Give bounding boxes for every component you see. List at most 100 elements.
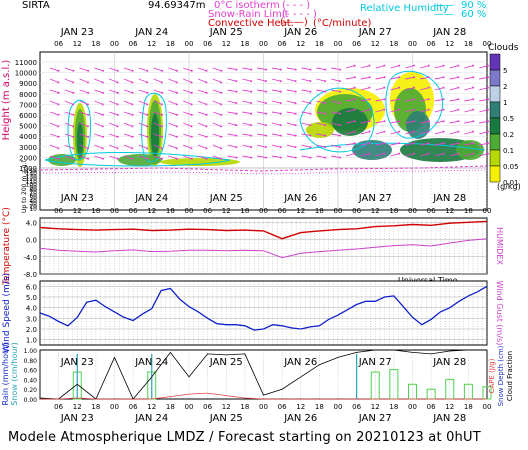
wind-arrow xyxy=(212,89,222,94)
wind-arrow-head xyxy=(264,146,267,149)
wind-arrow-head xyxy=(427,130,430,133)
wind-arrow xyxy=(109,67,118,72)
wind-speed-line xyxy=(39,285,488,331)
wind-arrow xyxy=(79,111,89,116)
colorbar-level: 0.1 xyxy=(503,147,514,155)
wind-arrow xyxy=(360,153,370,157)
hour-tick-label: 18 xyxy=(240,403,249,411)
wind-arrow xyxy=(94,67,104,72)
wind-panel-frame xyxy=(39,280,488,346)
wind-arrow xyxy=(316,111,326,115)
humidex-ylabel: HUMIDEX xyxy=(495,227,504,265)
wind-arrow xyxy=(479,109,489,113)
wind-arrow xyxy=(464,109,474,113)
wind-arrow-head xyxy=(220,81,223,84)
wind-arrow-head xyxy=(486,152,489,155)
wind-arrow-head xyxy=(279,80,282,83)
wind-arrow-head xyxy=(161,113,164,116)
legend-rh: Relative Humidity xyxy=(360,3,449,14)
wind-arrow xyxy=(242,155,252,159)
hour-tick-label: 06 xyxy=(427,403,436,411)
wind-arrow xyxy=(197,100,207,105)
wind-arrow xyxy=(286,78,296,82)
wind-arrow-head xyxy=(87,113,90,116)
wind-arrow-head xyxy=(472,142,475,145)
wind-arrow xyxy=(360,120,370,124)
wind-arrow-head xyxy=(72,157,75,160)
hour-tick-label: 06 xyxy=(129,403,138,411)
day-label: JAN 28 xyxy=(432,193,466,204)
wind-arrow-head xyxy=(72,135,75,138)
wind-arrow xyxy=(286,144,296,148)
day-label: JAN 24 xyxy=(134,357,168,368)
wind-arrow xyxy=(345,131,355,135)
low-height-tick-label: 50 xyxy=(29,195,37,202)
colorbar-cell xyxy=(489,117,501,135)
wind-arrow xyxy=(183,122,192,127)
wind-arrow-head xyxy=(101,125,104,128)
wind-arrow-head xyxy=(457,108,460,111)
wind-arrow xyxy=(271,122,281,126)
wind-arrow xyxy=(331,100,341,104)
wind-arrow-head xyxy=(131,135,134,138)
wind-arrow xyxy=(109,122,118,127)
hour-tick-label: 00 xyxy=(334,40,343,48)
day-label: JAN 23 xyxy=(60,193,94,204)
hour-tick-label: 00 xyxy=(185,40,194,48)
wind-arrow xyxy=(183,67,192,72)
wind-arrow-head xyxy=(309,68,312,71)
wind-arrow xyxy=(345,109,355,113)
wind-arrow-head xyxy=(309,156,312,159)
wind-arrow-head xyxy=(368,130,371,133)
wind-arrow xyxy=(405,153,415,157)
wind-arrow xyxy=(242,78,252,82)
wind-arrow xyxy=(153,133,163,138)
precip-panel: 0.000.200.400.600.801.00 Rain (mm/hour) … xyxy=(1,342,514,406)
wind-arrow xyxy=(123,133,133,138)
hour-tick-label: 00 xyxy=(408,403,417,411)
hour-tick-label: 06 xyxy=(129,207,138,215)
wind-arrow xyxy=(286,133,296,137)
colorbar-cell xyxy=(489,133,501,151)
wind-arrow xyxy=(153,122,163,127)
wind-arrow xyxy=(197,78,207,83)
height-tick-label: 6000 xyxy=(19,112,37,120)
wind-arrow xyxy=(183,144,192,149)
hour-tick-label: 00 xyxy=(259,40,268,48)
wind-arrow xyxy=(64,155,74,160)
wind-arrow xyxy=(434,109,444,113)
wind-arrow-head xyxy=(220,147,223,150)
wind-arrow-head xyxy=(116,157,119,160)
wind-arrow-head xyxy=(324,124,327,127)
wind-arrow xyxy=(79,89,89,94)
wind-arrow-head xyxy=(442,98,445,101)
wind-arrow xyxy=(271,144,281,148)
wind-arrow xyxy=(301,122,311,126)
wind-arrow xyxy=(49,144,59,149)
wind-arrow-head xyxy=(472,130,475,133)
wind-arrow xyxy=(123,100,133,105)
day-label: JAN 26 xyxy=(283,27,317,38)
wind-arrow xyxy=(449,142,459,146)
wind-arrow-head xyxy=(309,124,312,127)
wind-arrow-head xyxy=(57,81,60,84)
colorbar-level: 0.2 xyxy=(503,131,514,139)
wind-arrow-head xyxy=(205,91,208,94)
hour-tick-label: 18 xyxy=(315,403,324,411)
wind-arrow-head xyxy=(146,69,149,72)
wind-arrow-head xyxy=(383,120,386,123)
wind-arrow xyxy=(153,155,163,160)
wind-arrow-head xyxy=(205,103,208,106)
wind-arrow xyxy=(316,122,326,126)
wind-arrow xyxy=(138,111,148,116)
wind-arrow-head xyxy=(235,134,238,137)
wind-arrow-head xyxy=(190,135,193,138)
hour-tick-label: 00 xyxy=(110,403,119,411)
wind-arrow xyxy=(257,78,267,82)
colorbar-cell xyxy=(489,101,501,119)
wind-arrow xyxy=(405,76,415,80)
wind-arrow-head xyxy=(486,130,489,133)
wind-arrow-head xyxy=(190,69,193,72)
hour-tick-label: 00 xyxy=(483,40,492,48)
wind-arrow-head xyxy=(57,69,60,72)
